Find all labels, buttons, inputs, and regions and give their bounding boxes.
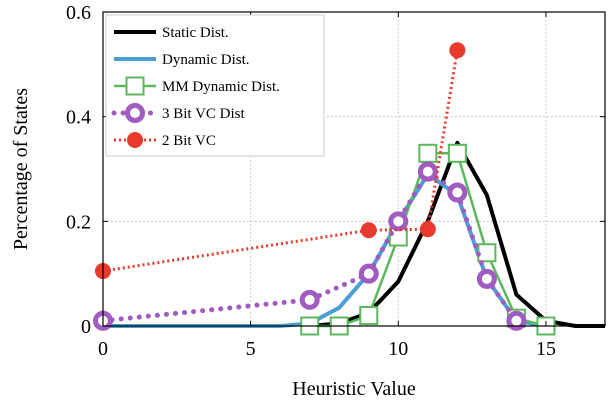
x-tick-label: 10	[388, 338, 408, 360]
y-tick-label: 0	[81, 316, 91, 338]
legend-item: Dynamic Dist.	[114, 52, 250, 68]
legend: Static Dist. Dynamic Dist. MM Dynamic Dist…	[105, 14, 325, 157]
data-point-3-bit-vc-dist	[476, 268, 497, 289]
x-tick-labels: 0 5 10 15	[98, 338, 556, 360]
data-point-3-bit-vc-dist	[358, 263, 379, 284]
legend-label: 2 Bit VC	[162, 133, 216, 149]
data-point-3-bit-vc-dist	[299, 289, 320, 310]
legend-item: Static Dist.	[114, 25, 229, 41]
data-point-2-bit-vc	[419, 221, 436, 238]
data-point-mm-dynamic-dist	[418, 143, 438, 163]
series-mm-dynamic-dist	[300, 143, 556, 336]
x-axis-label: Heuristic Value	[292, 378, 416, 400]
plot-frame	[102, 11, 606, 327]
y-tick-label: 0.4	[66, 107, 91, 129]
data-point-3-bit-vc-dist	[388, 211, 409, 232]
series-line-static-dist	[309, 140, 605, 328]
y-tick-label: 0.2	[66, 211, 91, 233]
y-tick-label: 0.6	[66, 2, 91, 24]
legend-item: 3 Bit VC Dist	[111, 103, 245, 123]
legend-item: MM Dynamic Dist.	[114, 76, 280, 96]
legend-item: 2 Bit VC	[114, 132, 216, 149]
data-point-mm-dynamic-dist	[477, 243, 497, 263]
x-tick-label: 0	[98, 338, 108, 360]
legend-swatch-marker	[125, 76, 145, 96]
data-point-2-bit-vc	[449, 42, 466, 59]
data-point-mm-dynamic-dist	[359, 306, 379, 326]
y-axis-label: Percentage of States	[10, 88, 32, 250]
data-point-3-bit-vc-dist	[417, 161, 438, 182]
x-tick-label: 5	[246, 338, 256, 360]
data-point-mm-dynamic-dist	[447, 143, 467, 163]
plot-series	[93, 42, 605, 336]
legend-label: 3 Bit VC Dist	[162, 106, 245, 122]
legend-swatch-marker	[125, 103, 145, 123]
series-line-3-bit-vc-dist	[100, 169, 519, 324]
data-point-3-bit-vc-dist	[506, 310, 527, 331]
data-point-3-bit-vc-dist	[447, 182, 468, 203]
legend-label: Dynamic Dist.	[162, 52, 250, 68]
x-tick-label: 15	[536, 338, 556, 360]
series-3-bit-vc-dist	[93, 161, 527, 331]
legend-label: MM Dynamic Dist.	[162, 79, 280, 95]
legend-swatch-marker	[127, 132, 143, 148]
data-point-2-bit-vc	[360, 222, 377, 239]
legend-label: Static Dist.	[162, 25, 229, 41]
series-static-dist	[309, 140, 605, 328]
y-tick-labels: 0 0.2 0.4 0.6	[66, 2, 91, 338]
